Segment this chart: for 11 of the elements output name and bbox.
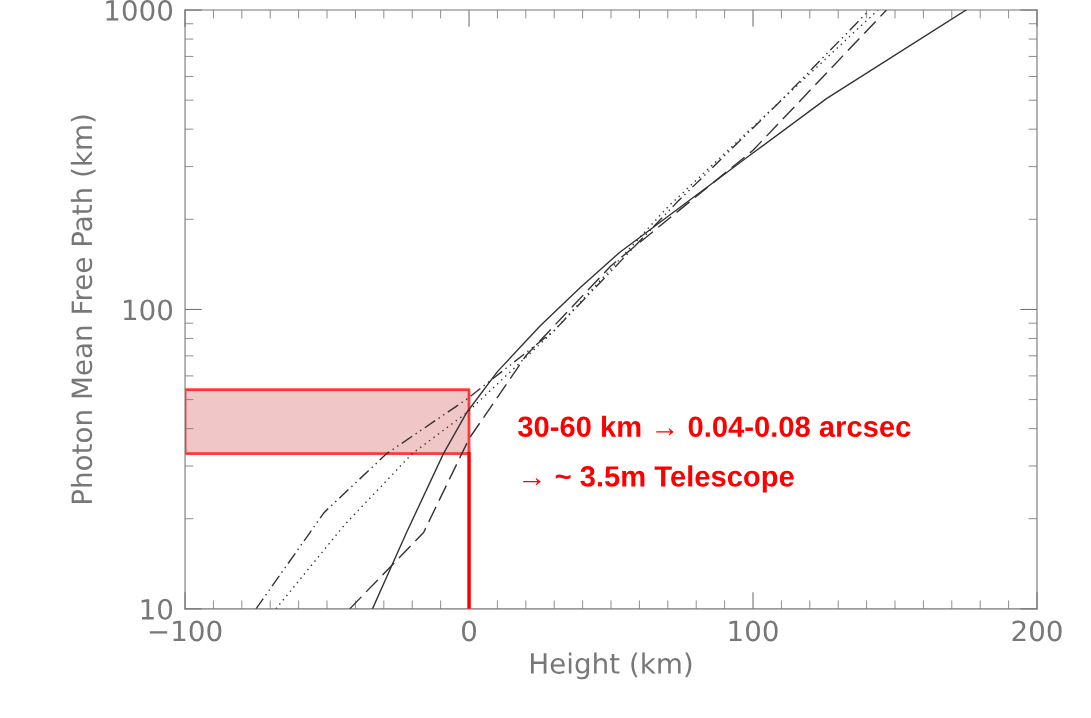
y-tick-label: 10 (141, 598, 173, 620)
x-tick-label: 100 (729, 620, 778, 642)
x-axis-title: Height (km) (531, 652, 692, 680)
x-tick-label: 0 (462, 620, 477, 642)
y-tick-label: 1000 (106, 0, 173, 21)
y-axis-title: Photon Mean Free Path (km) (70, 115, 96, 504)
x-tick-label: 200 (1012, 620, 1062, 642)
x-tick-label: −100 (149, 620, 222, 642)
annotation: → ~ 3.5m Telescope (523, 465, 794, 493)
annotation: 30-60 km → 0.04-0.08 arcsec (517, 415, 911, 438)
y-tick-label: 100 (123, 299, 173, 321)
